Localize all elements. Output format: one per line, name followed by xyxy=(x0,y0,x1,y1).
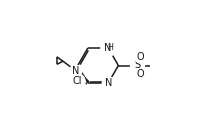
Text: H: H xyxy=(108,43,113,52)
Text: N: N xyxy=(104,43,111,53)
Text: O: O xyxy=(137,69,144,79)
Text: S: S xyxy=(134,61,140,70)
Text: Cl: Cl xyxy=(72,76,82,86)
Text: N: N xyxy=(72,66,79,76)
Text: O: O xyxy=(137,52,144,62)
Text: N: N xyxy=(104,78,112,88)
